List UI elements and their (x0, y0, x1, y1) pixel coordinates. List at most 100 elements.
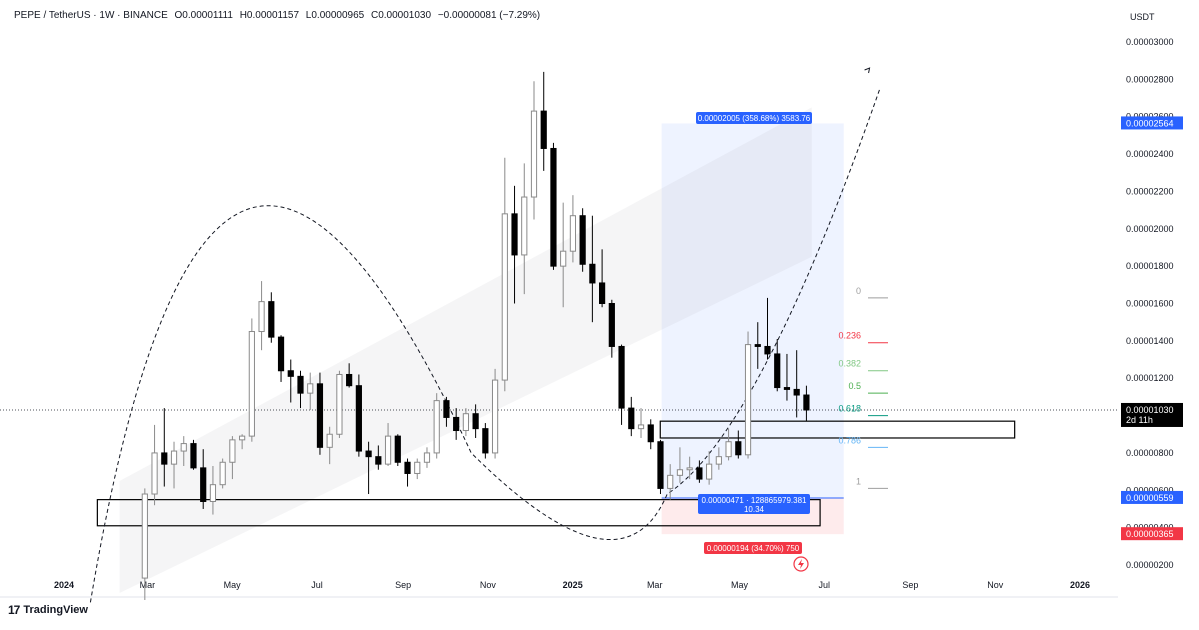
curve-arrowhead (864, 67, 871, 74)
candle-down (277, 336, 285, 372)
fib-level-label: 0.618 (838, 404, 861, 414)
candle-up (258, 301, 265, 333)
candle-up (560, 250, 567, 267)
tradingview-logo[interactable]: 17 TradingView (8, 603, 88, 617)
stop-label-bg (704, 542, 802, 554)
entry-label: 0.00000471 · 128865979.381 (702, 496, 808, 505)
alert-icon (793, 556, 809, 572)
candle-up (433, 400, 440, 454)
candle-up (744, 344, 752, 456)
candle-down (161, 452, 168, 465)
target-zone (661, 123, 844, 498)
candle-down (404, 461, 411, 474)
candle-down (783, 387, 791, 390)
y-tick-label: 0.00002000 (1126, 224, 1174, 234)
candle-down (375, 456, 382, 465)
candle-down (599, 282, 606, 305)
candle-down (608, 303, 615, 347)
candle-up (667, 474, 674, 489)
currency-label: USDT (1130, 12, 1155, 22)
y-tick-label: 0.00001600 (1126, 299, 1174, 309)
candle-down (764, 345, 771, 355)
current-price-tag: 0.00001030 (1126, 405, 1174, 415)
candle-up (686, 467, 693, 471)
fib-level-label: 0.786 (838, 435, 861, 445)
current-price-tag-bg (1121, 402, 1183, 427)
symbol-title[interactable]: PEPE / TetherUS · 1W · BINANCE (14, 10, 168, 21)
target-label-bg (696, 112, 812, 124)
x-tick-label: Nov (480, 580, 497, 590)
tradingview-logo-icon: 17 (8, 603, 20, 617)
candle-down (550, 147, 557, 267)
y-tick-label: 0.00000200 (1126, 560, 1174, 570)
y-tick-label: 0.00001400 (1126, 336, 1174, 346)
candle-down (297, 375, 304, 394)
candle-up (462, 413, 469, 432)
y-tick-label: 0.00000800 (1126, 448, 1174, 458)
price-axis-bg (1118, 0, 1199, 625)
y-tick-label: 0.00001800 (1126, 261, 1174, 271)
candle-up (326, 433, 333, 448)
fib-level-label: 0.382 (838, 359, 861, 369)
candle-down (803, 394, 810, 411)
y-tick-label: 0.00001200 (1126, 373, 1174, 383)
fib-level-label: 0 (856, 286, 861, 296)
ohlc-change: −0.00000081 (−7.29%) (437, 10, 541, 21)
y-tick-label: 0.00002400 (1126, 149, 1174, 159)
candle-up (170, 450, 178, 465)
candle-up (151, 452, 158, 495)
symbol-header: PEPE / TetherUS · 1W · BINANCE O0.000011… (14, 10, 544, 21)
stop-price-tag-bg (1121, 527, 1183, 541)
entry-label-ratio: 10.34 (744, 505, 765, 514)
y-tick-label: 0.00002200 (1126, 186, 1174, 196)
candle-up (530, 110, 538, 198)
cup-curve (89, 88, 881, 603)
brand-name: TradingView (23, 604, 88, 616)
x-tick-label: 2025 (563, 580, 583, 590)
candle-up (141, 493, 148, 579)
candle-down (190, 443, 197, 469)
candle-up (180, 443, 187, 452)
x-tick-label: Sep (395, 580, 411, 590)
candle-up (423, 452, 431, 463)
candle-down (316, 383, 324, 448)
fib-level-label: 1 (856, 476, 861, 486)
y-tick-label: 0.00002800 (1126, 74, 1174, 84)
target-label: 0.00002005 (358.68%) 3583.76 (698, 114, 811, 123)
candle-up (491, 379, 499, 454)
candle-down (482, 428, 489, 454)
candle-down (754, 344, 761, 347)
target-price-tag-bg (1121, 116, 1183, 130)
candle-up (336, 373, 343, 435)
candle-down (443, 400, 450, 418)
entry-label-bg (698, 494, 810, 514)
candle-down (394, 435, 401, 463)
fib-level-label: 0.236 (838, 331, 861, 341)
x-tick-label: Jul (819, 580, 831, 590)
candle-down (453, 416, 460, 432)
candle-down (735, 441, 742, 456)
x-tick-label: 2024 (54, 580, 74, 590)
entry-price-tag: 0.00000559 (1126, 493, 1174, 503)
x-tick-label: May (731, 580, 749, 590)
y-tick-label: 0.00000600 (1126, 485, 1174, 495)
candle-up (725, 441, 732, 458)
candle-down (472, 413, 479, 430)
x-tick-label: Nov (987, 580, 1004, 590)
x-tick-label: Mar (140, 580, 156, 590)
candle-down (346, 373, 353, 387)
candle-up (248, 331, 255, 437)
stop-label: 0.00000194 (34.70%) 750 (707, 544, 800, 553)
x-tick-label: Sep (902, 580, 918, 590)
candle-up (229, 439, 236, 463)
candle-up (521, 196, 528, 256)
candle-down (628, 407, 635, 430)
candle-up (637, 424, 645, 430)
candle-up (414, 461, 421, 474)
candle-up (676, 469, 684, 476)
candle-up (715, 456, 722, 465)
candle-down (511, 213, 518, 256)
candle-down (355, 385, 362, 452)
